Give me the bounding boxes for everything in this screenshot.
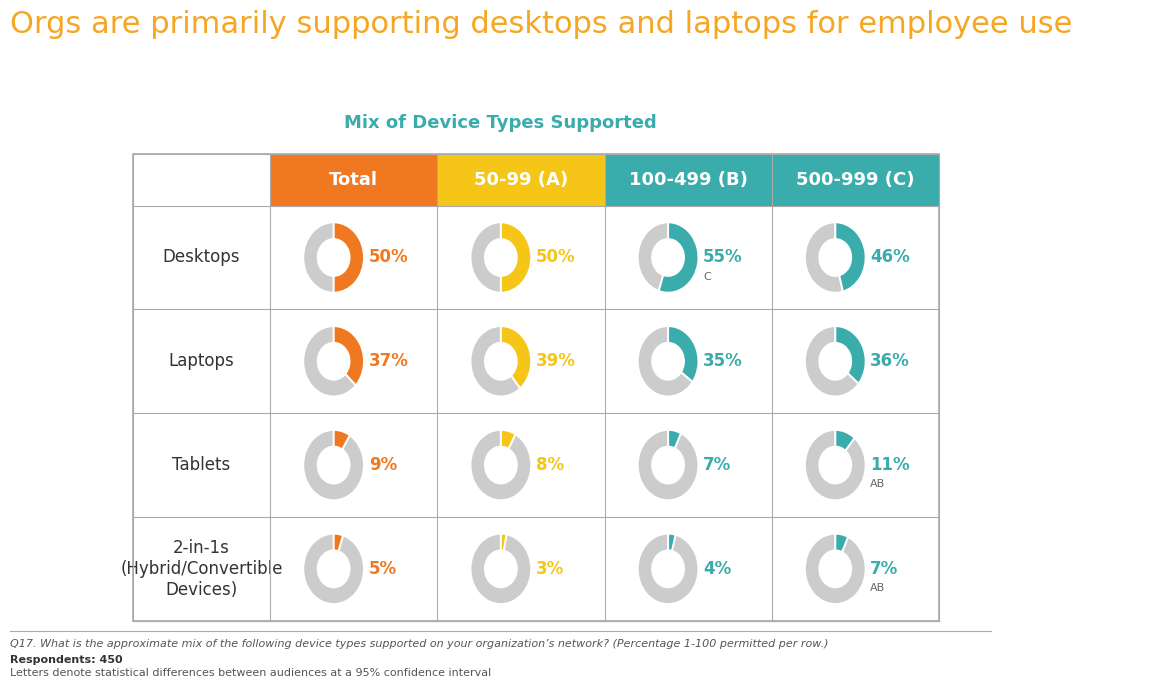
Text: Mix of Device Types Supported: Mix of Device Types Supported: [345, 114, 658, 132]
Wedge shape: [835, 534, 848, 552]
Wedge shape: [334, 430, 350, 449]
Wedge shape: [638, 430, 698, 500]
Text: Orgs are primarily supporting desktops and laptops for employee use: Orgs are primarily supporting desktops a…: [11, 10, 1072, 39]
Wedge shape: [334, 534, 343, 551]
Wedge shape: [805, 430, 865, 500]
Wedge shape: [668, 430, 681, 449]
Text: 11%: 11%: [870, 456, 910, 474]
Wedge shape: [501, 222, 531, 293]
Text: 50%: 50%: [369, 248, 409, 267]
Text: 8%: 8%: [536, 456, 564, 474]
Text: 9%: 9%: [369, 456, 397, 474]
Text: 7%: 7%: [870, 560, 898, 578]
Text: 5%: 5%: [369, 560, 397, 578]
Wedge shape: [668, 326, 698, 382]
Wedge shape: [501, 326, 531, 388]
Wedge shape: [304, 430, 364, 500]
Wedge shape: [501, 534, 507, 551]
Wedge shape: [805, 534, 865, 604]
Wedge shape: [805, 222, 865, 293]
Wedge shape: [805, 326, 865, 396]
Wedge shape: [668, 534, 675, 551]
Wedge shape: [638, 326, 698, 396]
Bar: [270, 154, 437, 205]
Wedge shape: [304, 534, 364, 604]
Text: 37%: 37%: [369, 352, 409, 371]
Wedge shape: [501, 430, 515, 449]
Text: 39%: 39%: [536, 352, 576, 371]
Text: AB: AB: [870, 479, 885, 490]
Wedge shape: [835, 430, 855, 451]
Text: 500-999 (C): 500-999 (C): [797, 171, 915, 189]
Text: 4%: 4%: [703, 560, 731, 578]
Text: Letters denote statistical differences between audiences at a 95% confidence int: Letters denote statistical differences b…: [11, 668, 492, 679]
Wedge shape: [471, 326, 531, 396]
Text: 50%: 50%: [536, 248, 576, 267]
Text: 100-499 (B): 100-499 (B): [628, 171, 748, 189]
Text: Desktops: Desktops: [162, 248, 241, 267]
Text: Total: Total: [329, 171, 378, 189]
Text: 2-in-1s
(Hybrid/Convertible
Devices): 2-in-1s (Hybrid/Convertible Devices): [120, 539, 283, 598]
Bar: [437, 154, 605, 205]
Text: 35%: 35%: [703, 352, 743, 371]
Wedge shape: [659, 222, 698, 293]
Wedge shape: [638, 534, 698, 604]
Text: Respondents: 450: Respondents: 450: [11, 655, 123, 664]
Text: Laptops: Laptops: [168, 352, 235, 371]
Wedge shape: [471, 222, 531, 293]
Bar: [605, 154, 772, 205]
Wedge shape: [471, 430, 531, 500]
Wedge shape: [334, 222, 364, 293]
Wedge shape: [835, 222, 865, 292]
Text: 55%: 55%: [703, 248, 743, 267]
Wedge shape: [334, 326, 364, 386]
Wedge shape: [638, 222, 698, 293]
Bar: [772, 154, 939, 205]
Text: 3%: 3%: [536, 560, 564, 578]
Wedge shape: [304, 222, 364, 293]
Wedge shape: [835, 326, 865, 384]
Text: AB: AB: [870, 583, 885, 593]
Wedge shape: [471, 534, 531, 604]
Text: 36%: 36%: [870, 352, 910, 371]
Text: 7%: 7%: [703, 456, 731, 474]
Bar: [133, 154, 939, 621]
Text: 50-99 (A): 50-99 (A): [474, 171, 568, 189]
Wedge shape: [304, 326, 364, 396]
Text: C: C: [703, 272, 711, 282]
Text: 46%: 46%: [870, 248, 910, 267]
Text: Tablets: Tablets: [173, 456, 230, 474]
Text: Q17. What is the approximate mix of the following device types supported on your: Q17. What is the approximate mix of the …: [11, 639, 829, 649]
